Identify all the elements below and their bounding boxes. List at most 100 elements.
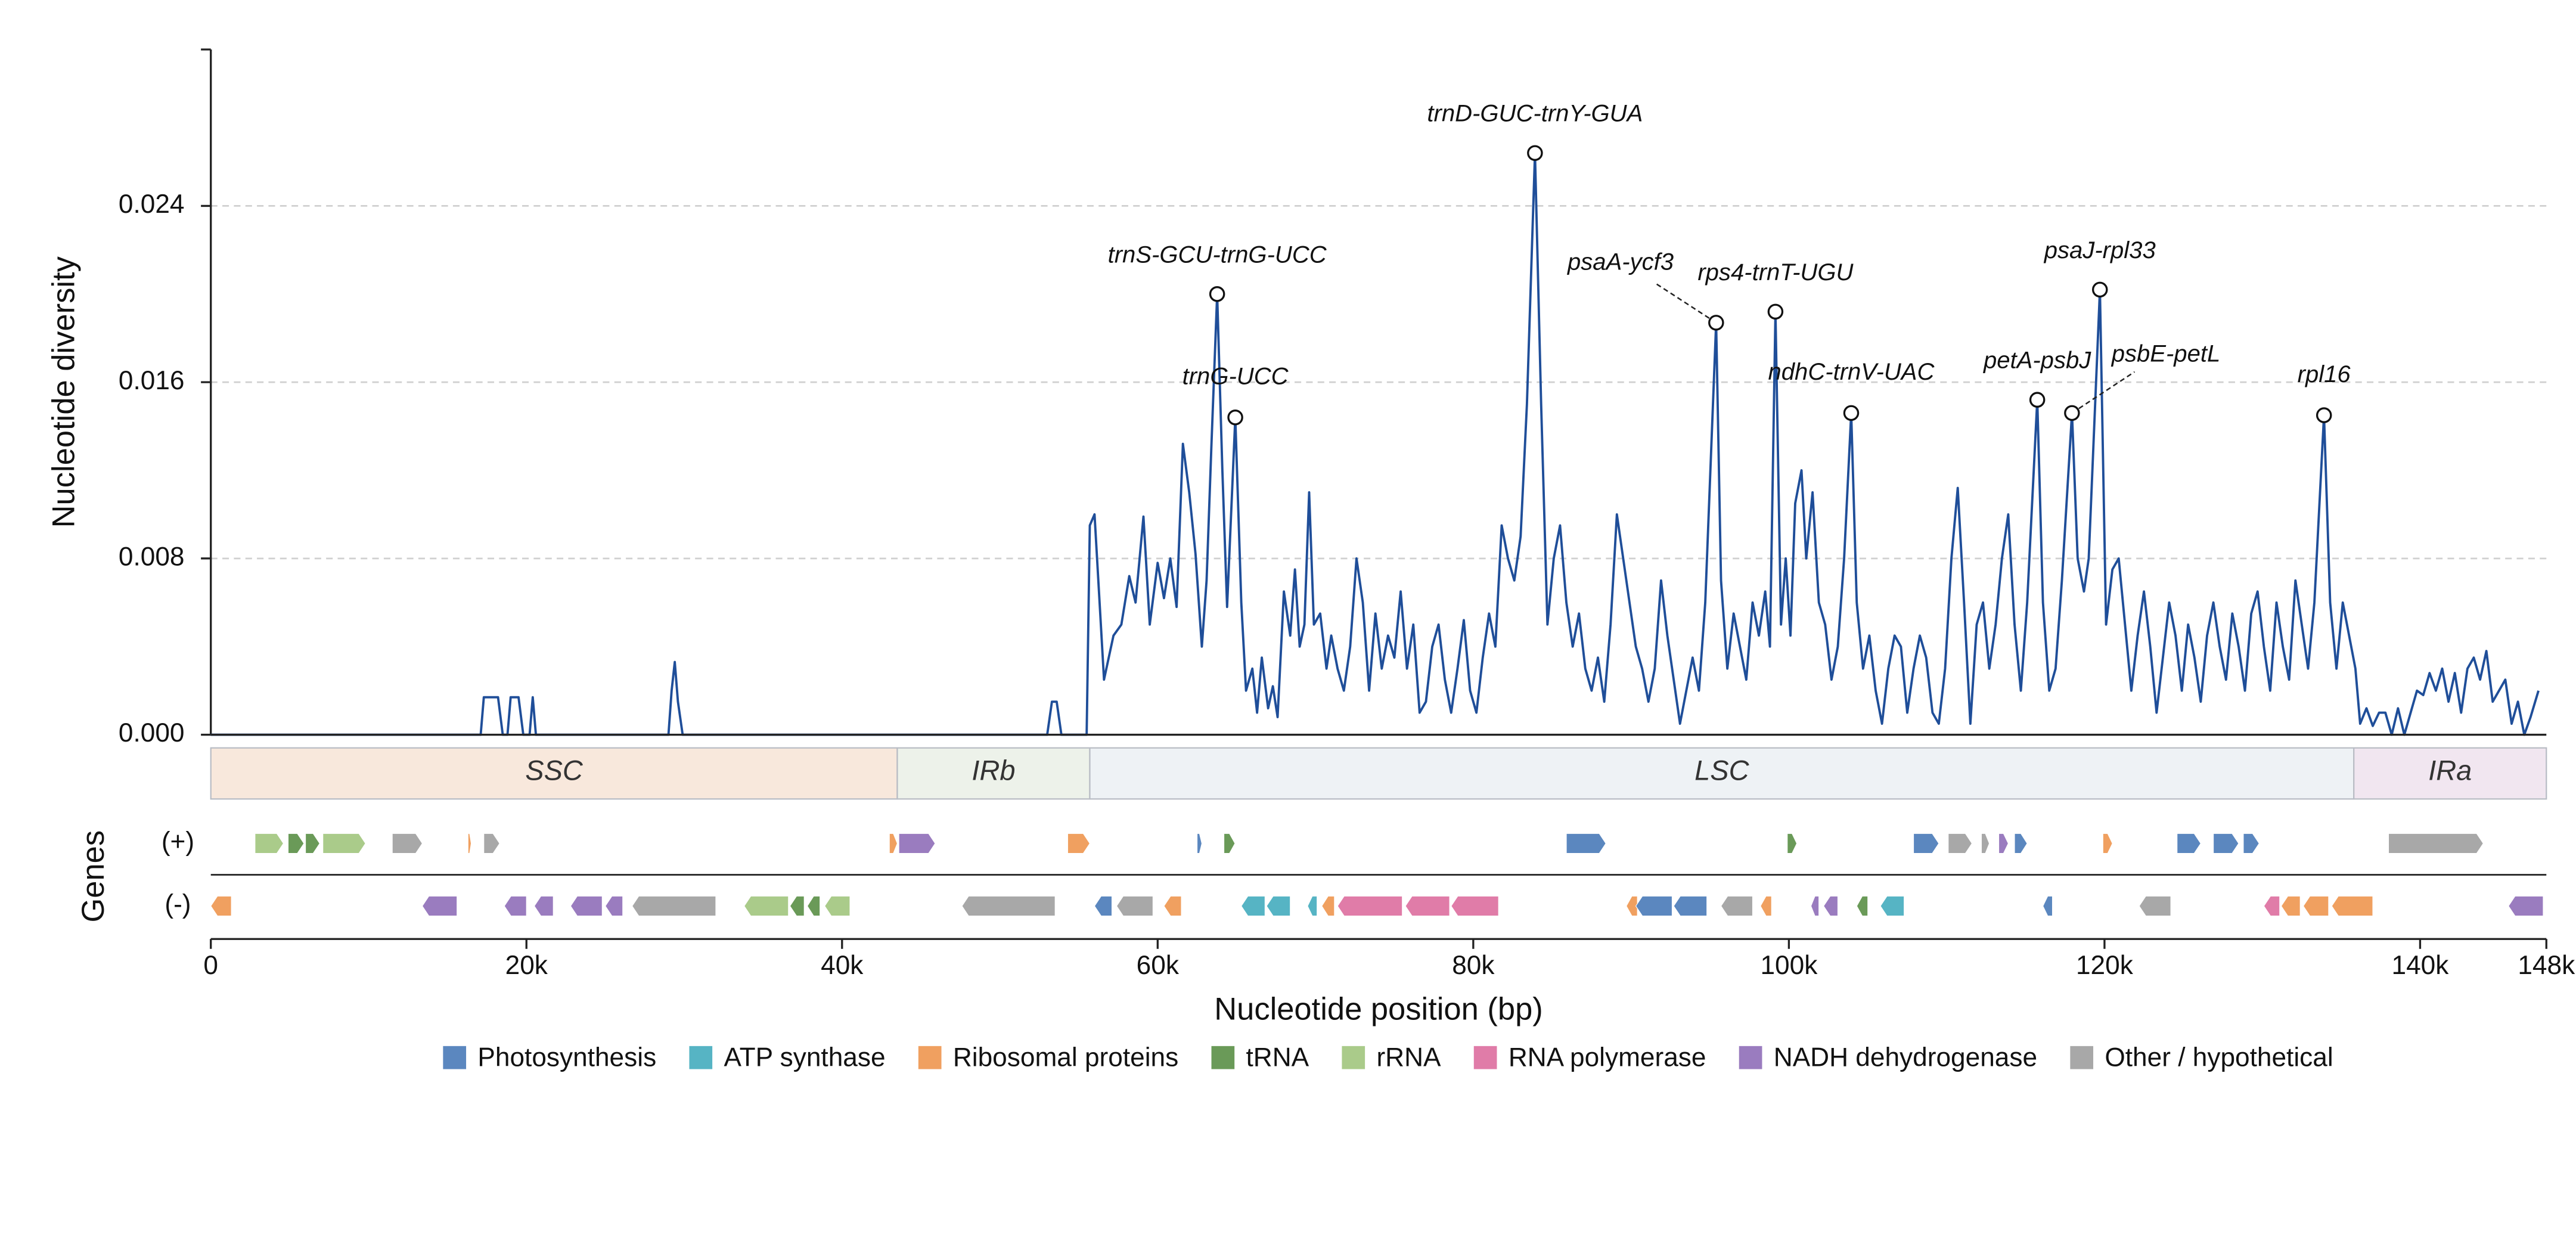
gene (287, 833, 305, 854)
gene (1760, 895, 1772, 917)
gene (570, 895, 603, 917)
x-tick-label: 60k (1137, 951, 1180, 980)
gene (2243, 833, 2260, 854)
gene (210, 895, 232, 917)
x-tick-label: 0 (203, 951, 218, 980)
region (896, 747, 1091, 800)
gene (1981, 833, 1990, 854)
region-label: LSC (1694, 755, 1749, 786)
y-axis-label: Nucleotide diversity (46, 256, 81, 528)
peak-marker (1767, 303, 1784, 320)
annotation: ndhC-trnV-UAC (1768, 359, 1935, 385)
region (1089, 747, 2355, 800)
legend-swatch (1342, 1046, 1365, 1069)
gene (1307, 895, 1318, 917)
genes-label: Genes (76, 830, 111, 923)
gene (961, 895, 1056, 917)
gene (483, 833, 500, 854)
peak-marker (2316, 407, 2332, 423)
gene (1116, 895, 1153, 917)
annotation: trnG-UCC (1183, 364, 1289, 390)
gene (533, 895, 554, 917)
gene (1321, 895, 1335, 917)
gene (1823, 895, 1839, 917)
gene (1856, 895, 1869, 917)
track-label: (+) (162, 827, 194, 857)
legend-label: NADH dehydrogenase (1774, 1043, 2037, 1072)
gene (1451, 895, 1499, 917)
peak-marker (1209, 286, 1225, 302)
legend-swatch (2070, 1046, 2094, 1069)
x-tick-label: 120k (2076, 951, 2134, 980)
peak-marker (1843, 405, 1860, 421)
gene (604, 895, 623, 917)
gene (824, 895, 851, 917)
annotation: rpl16 (2298, 361, 2351, 387)
gene (1405, 895, 1450, 917)
legend-swatch (1739, 1046, 1762, 1069)
x-tick-label: 40k (821, 951, 864, 980)
legend-swatch (1211, 1046, 1235, 1069)
gene (1196, 833, 1203, 854)
region (2353, 747, 2547, 800)
gene (1635, 895, 1673, 917)
legend-label: rRNA (1376, 1043, 1441, 1072)
y-tick-label: 0.008 (119, 542, 185, 572)
y-tick-label: 0.016 (119, 366, 185, 395)
region-label: IRb (972, 755, 1015, 786)
track-label: (-) (165, 890, 191, 919)
gene (504, 895, 527, 917)
annotation: rps4-trnT-UGU (1697, 259, 1854, 286)
gene (1913, 833, 1939, 854)
gene (421, 895, 458, 917)
x-tick-label: 148k (2518, 951, 2575, 980)
gene (1094, 895, 1113, 917)
peak-marker (2029, 392, 2046, 408)
annotation: trnS-GCU-trnG-UCC (1108, 241, 1327, 268)
x-axis-label: Nucleotide position (bp) (1214, 992, 1543, 1027)
peak-marker (2064, 405, 2080, 421)
legend-label: Other / hypothetical (2105, 1043, 2333, 1072)
gene (2102, 833, 2113, 854)
gene (2388, 833, 2484, 854)
leader-line (1655, 282, 1717, 324)
gene (1673, 895, 1708, 917)
legend-label: ATP synthase (724, 1043, 885, 1072)
legend-swatch (918, 1046, 942, 1069)
gene (898, 833, 936, 854)
legend-label: Photosynthesis (477, 1043, 656, 1072)
gene (1163, 895, 1182, 917)
gene (1787, 833, 1798, 854)
legend-label: tRNA (1246, 1043, 1309, 1072)
annotation: trnD-GUC-trnY-GUA (1427, 101, 1643, 127)
leader-line (2071, 371, 2136, 414)
gene (1948, 833, 1973, 854)
gene (2280, 895, 2301, 917)
legend-label: Ribosomal proteins (953, 1043, 1178, 1072)
y-tick-label: 0.000 (119, 718, 185, 748)
gene (2014, 833, 2028, 854)
gene (1223, 833, 1236, 854)
gene (392, 833, 423, 854)
gene (631, 895, 716, 917)
gene (2263, 895, 2280, 917)
gene (789, 895, 805, 917)
gene (1240, 895, 1265, 917)
gene (2043, 895, 2053, 917)
gene (1067, 833, 1091, 854)
region-label: IRa (2428, 755, 2472, 786)
gene (305, 833, 321, 854)
gene (2213, 833, 2239, 854)
gene (322, 833, 366, 854)
gene (255, 833, 284, 854)
gene (806, 895, 821, 917)
gene (467, 833, 472, 854)
gene (1720, 895, 1753, 917)
peak-marker (2091, 281, 2108, 298)
gene (1266, 895, 1291, 917)
annotation: psbE-petL (2111, 341, 2221, 367)
legend-swatch (1473, 1046, 1497, 1069)
peak-marker (1227, 410, 1243, 426)
annotation: petA-psbJ (1983, 348, 2091, 374)
x-tick-label: 80k (1452, 951, 1495, 980)
